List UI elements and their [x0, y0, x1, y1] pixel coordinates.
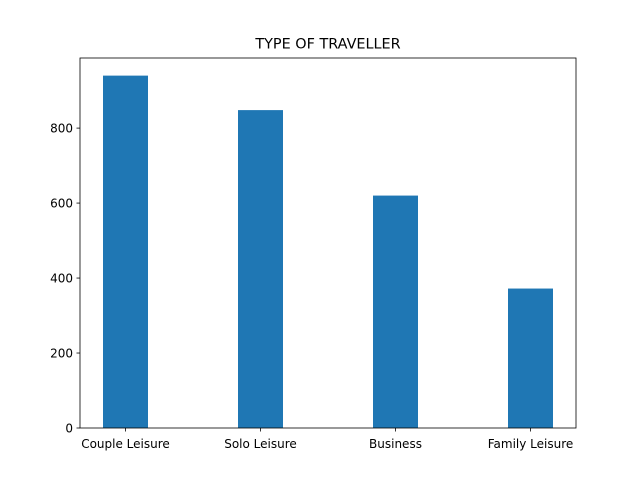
x-tick-label: Family Leisure	[488, 437, 574, 451]
bar-couple-leisure	[103, 75, 148, 428]
chart-title: TYPE OF TRAVELLER	[254, 37, 400, 53]
y-tick-label: 400	[50, 272, 73, 286]
y-tick-label: 0	[65, 422, 73, 436]
x-axis: Couple Leisure Solo Leisure Business Family…	[81, 428, 573, 451]
bars-layer	[103, 75, 553, 429]
bar-solo-leisure	[238, 110, 283, 429]
y-tick-label: 600	[50, 197, 73, 211]
plot-frame	[79, 57, 577, 429]
bar-business	[373, 195, 418, 428]
bar-family-leisure	[508, 288, 553, 428]
x-tick-label: Couple Leisure	[81, 437, 170, 451]
x-tick-label: Solo Leisure	[224, 437, 297, 451]
y-tick-label: 800	[50, 122, 73, 136]
y-axis: 0 200 400 600 800	[50, 122, 80, 436]
x-tick-label: Business	[369, 437, 422, 451]
y-tick-label: 200	[50, 347, 73, 361]
